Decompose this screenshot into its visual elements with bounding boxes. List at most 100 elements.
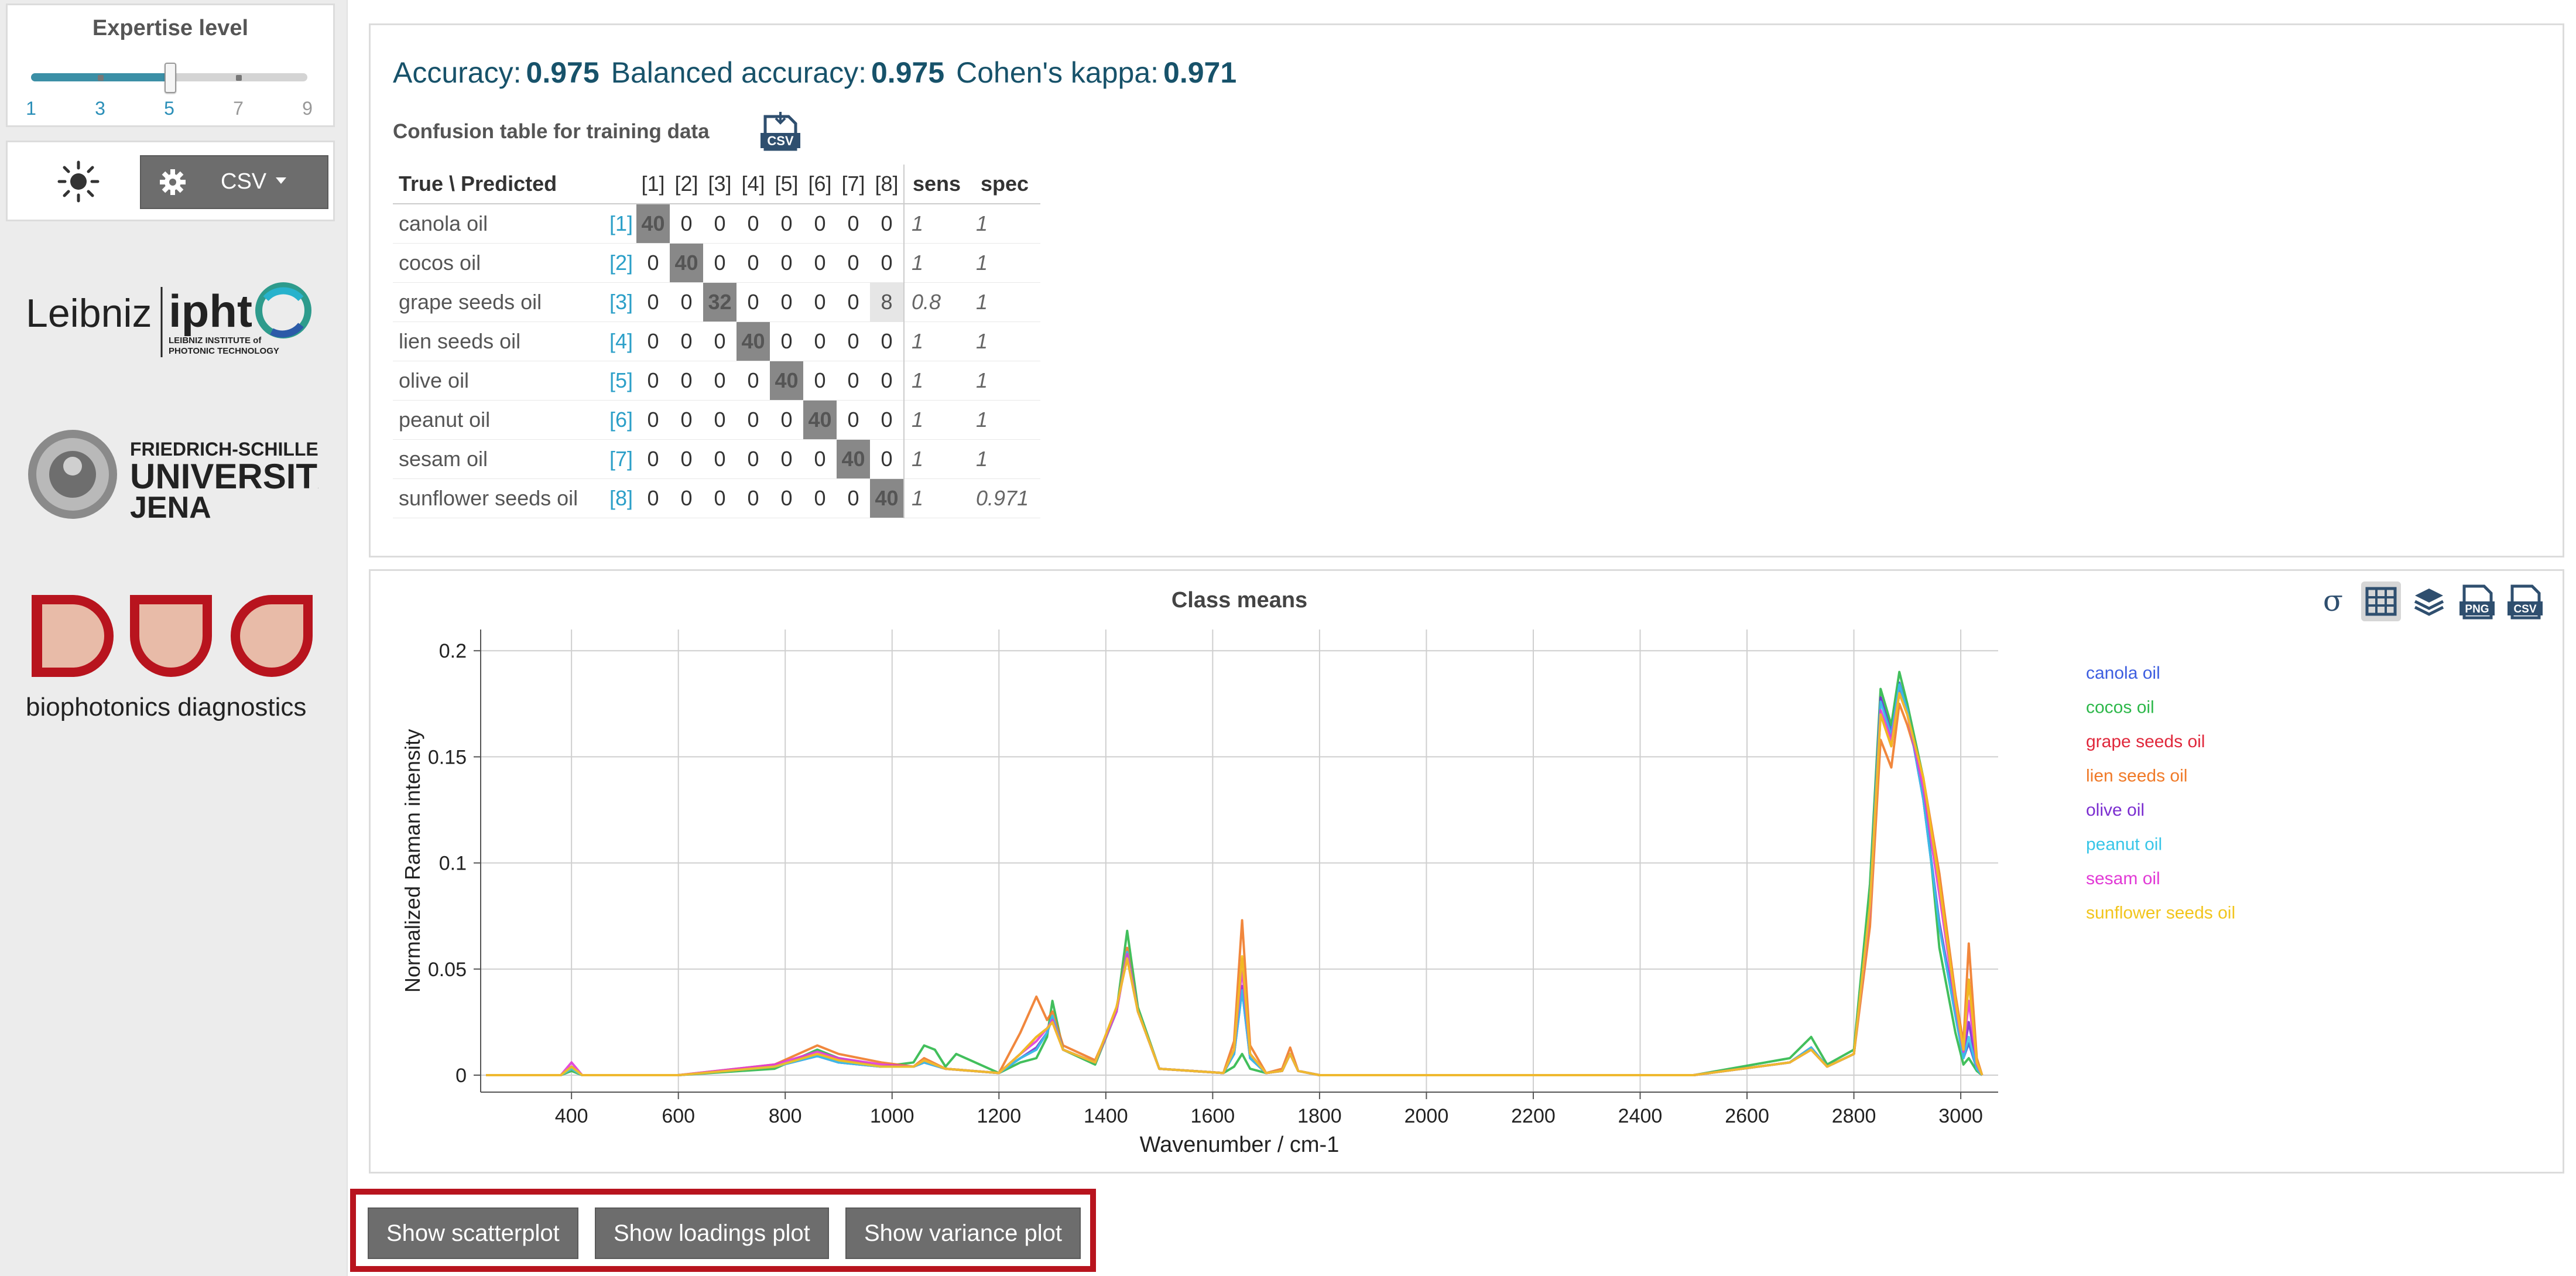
- confusion-cell: 0: [803, 204, 837, 244]
- legend-item: sunflower seeds oil: [2086, 904, 2235, 923]
- csv-download-icon[interactable]: CSV: [759, 111, 801, 155]
- class-name: sunflower seeds oil: [393, 478, 598, 518]
- csv-download-icon[interactable]: CSV: [2505, 581, 2545, 621]
- table-row: sesam oil [7] 0 0 0 0 0 0 40 0 1 1: [393, 439, 1040, 479]
- column-label: [2]: [670, 165, 703, 204]
- confusion-cell: 0: [636, 478, 670, 518]
- confusion-cell: 0: [670, 204, 703, 244]
- confusion-cell: 0: [770, 321, 803, 361]
- x-tick-label: 1400: [1084, 1105, 1128, 1127]
- confusion-cell: 40: [737, 321, 770, 361]
- chart-title: Class means: [1171, 588, 1307, 613]
- column-label: [7]: [837, 165, 870, 204]
- slider-tick-label: 5: [164, 98, 174, 119]
- slider-handle[interactable]: [165, 63, 176, 93]
- confusion-body: canola oil [1] 40 0 0 0 0 0 0 0 1 1 cocos oil [2] 0 40 0…: [393, 204, 1040, 518]
- confusion-cell: 0: [770, 400, 803, 440]
- confusion-cell: 0: [803, 439, 837, 479]
- sun-icon[interactable]: [57, 160, 100, 203]
- confusion-cell: 0: [636, 400, 670, 440]
- show-scatterplot-button[interactable]: Show scatterplot: [368, 1207, 578, 1259]
- confusion-cell: 0: [670, 282, 703, 322]
- confusion-cell: 0: [703, 439, 737, 479]
- confusion-cell: 0: [837, 321, 870, 361]
- sens-value: 1: [903, 361, 969, 401]
- svg-text:biophotonics diagnostics: biophotonics diagnostics: [26, 693, 306, 721]
- confusion-cell: 40: [870, 478, 904, 518]
- confusion-cell: 0: [837, 204, 870, 244]
- csv-menu-button[interactable]: CSV: [140, 155, 328, 209]
- table-row: canola oil [1] 40 0 0 0 0 0 0 0 1 1: [393, 204, 1040, 244]
- balanced-accuracy-value: 0.975: [871, 56, 945, 89]
- confusion-table-title: Confusion table for training data: [393, 120, 710, 143]
- legend-item: canola oil: [2086, 663, 2160, 683]
- class-name: sesam oil: [393, 439, 598, 479]
- confusion-cell: 40: [636, 204, 670, 244]
- confusion-cell: 0: [803, 478, 837, 518]
- series-line-sunflower-seeds-oil: [486, 692, 1984, 1076]
- x-tick-label: 2000: [1405, 1105, 1449, 1127]
- show-loadings-plot-button[interactable]: Show loadings plot: [595, 1207, 829, 1259]
- spec-header: spec: [969, 165, 1040, 204]
- svg-text:ipht: ipht: [169, 285, 252, 337]
- accuracy-label: Accuracy:: [393, 56, 522, 89]
- confusion-cell: 40: [803, 400, 837, 440]
- legend-item: peanut oil: [2086, 835, 2162, 854]
- confusion-cell: 0: [737, 243, 770, 283]
- row-label: [5]: [598, 361, 636, 401]
- column-label: [5]: [770, 165, 803, 204]
- layers-icon[interactable]: [2409, 581, 2449, 621]
- metrics-panel: Accuracy: 0.975 Balanced accuracy: 0.975 Coh…: [369, 23, 2564, 557]
- sigma-icon[interactable]: σ: [2313, 581, 2353, 621]
- column-label: [3]: [703, 165, 737, 204]
- series-line-canola-oil: [486, 681, 1984, 1076]
- legend-item: sesam oil: [2086, 869, 2160, 888]
- confusion-cell: 0: [770, 282, 803, 322]
- class-means-chart[interactable]: Class means 400 600 800 1000 1200 1400 1600 1800…: [371, 571, 2563, 1172]
- class-name: grape seeds oil: [393, 282, 598, 322]
- show-variance-plot-button[interactable]: Show variance plot: [845, 1207, 1081, 1259]
- confusion-cell: 0: [636, 439, 670, 479]
- confusion-cell: 0: [670, 361, 703, 401]
- slider-tick-label: 1: [26, 98, 36, 119]
- legend-item: olive oil: [2086, 801, 2145, 820]
- balanced-accuracy-label: Balanced accuracy:: [611, 56, 866, 89]
- sens-value: 1: [903, 400, 969, 440]
- slider-tick-label: 3: [95, 98, 105, 119]
- header-true-predicted: True \ Predicted: [393, 165, 636, 204]
- confusion-header-row: True \ Predicted [1] [2] [3] [4] [5] [6] [7] [8]…: [393, 165, 1040, 204]
- confusion-cell: 32: [703, 282, 737, 322]
- confusion-cell: 0: [770, 478, 803, 518]
- row-label: [3]: [598, 282, 636, 322]
- confusion-cell: 0: [837, 400, 870, 440]
- column-label: [6]: [803, 165, 837, 204]
- spec-value: 1: [969, 321, 1040, 361]
- confusion-cell: 0: [837, 478, 870, 518]
- plot-action-buttons: Show scatterplot Show loadings plot Show…: [350, 1189, 1096, 1272]
- leibniz-ipht-logo: Leibniz ipht LEIBNIZ INSTITUTE of PHOTON…: [26, 282, 311, 357]
- confusion-cell: 0: [803, 321, 837, 361]
- svg-text:CSV: CSV: [2513, 603, 2536, 615]
- y-tick-label: 0.05: [428, 959, 467, 981]
- grid-icon[interactable]: [2361, 581, 2401, 621]
- confusion-cell: 0: [870, 361, 904, 401]
- svg-text:FRIEDRICH-SCHILLER-: FRIEDRICH-SCHILLER-: [130, 439, 318, 460]
- series-line-peanut-oil: [486, 683, 1984, 1076]
- sens-value: 1: [903, 439, 969, 479]
- y-tick-label: 0.2: [439, 640, 467, 662]
- svg-text:LEIBNIZ INSTITUTE of: LEIBNIZ INSTITUTE of: [169, 336, 262, 345]
- confusion-cell: 0: [870, 400, 904, 440]
- confusion-cell: 0: [703, 243, 737, 283]
- y-tick-label: 0.15: [428, 746, 467, 768]
- controls-panel: CSV: [6, 141, 335, 221]
- expertise-slider[interactable]: [31, 63, 307, 93]
- series-line-sesam-oil: [486, 692, 1984, 1076]
- svg-text:JENA: JENA: [130, 491, 211, 525]
- sens-value: 1: [903, 478, 969, 518]
- svg-text:Leibniz: Leibniz: [26, 291, 152, 336]
- png-download-icon[interactable]: PNG: [2457, 581, 2497, 621]
- confusion-cell: 0: [770, 204, 803, 244]
- svg-text:PNG: PNG: [2465, 603, 2489, 615]
- row-label: [8]: [598, 478, 636, 518]
- row-label: [2]: [598, 243, 636, 283]
